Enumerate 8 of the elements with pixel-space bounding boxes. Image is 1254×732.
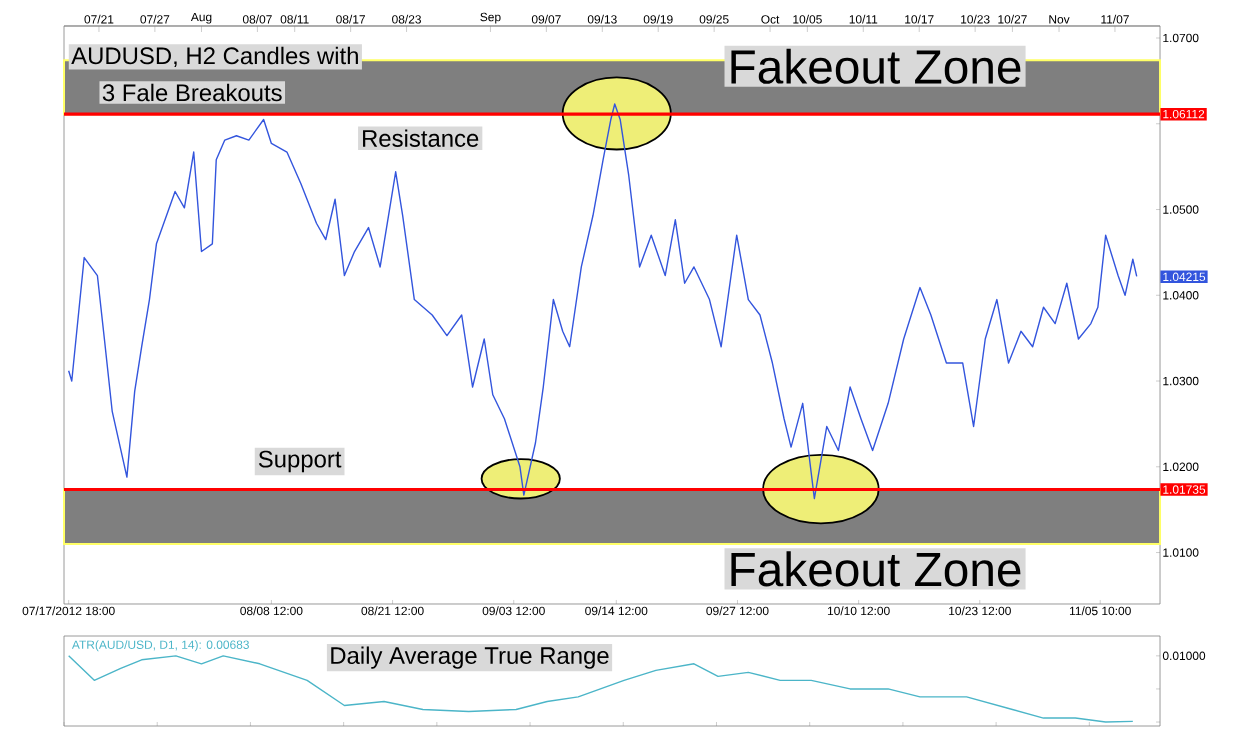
chart-title: Daily Average True Range [331, 646, 609, 669]
annotation: Resistance [363, 129, 479, 147]
text: 3 Fale Breakouts [102, 83, 282, 102]
line-series [67, 103, 1138, 500]
text: AUDUSD, H2 Candles with [71, 46, 358, 68]
band-label: Fakeout Zone [731, 48, 1021, 84]
band-label: Fakeout Zone [731, 551, 1021, 587]
annotation: Support [258, 450, 342, 473]
